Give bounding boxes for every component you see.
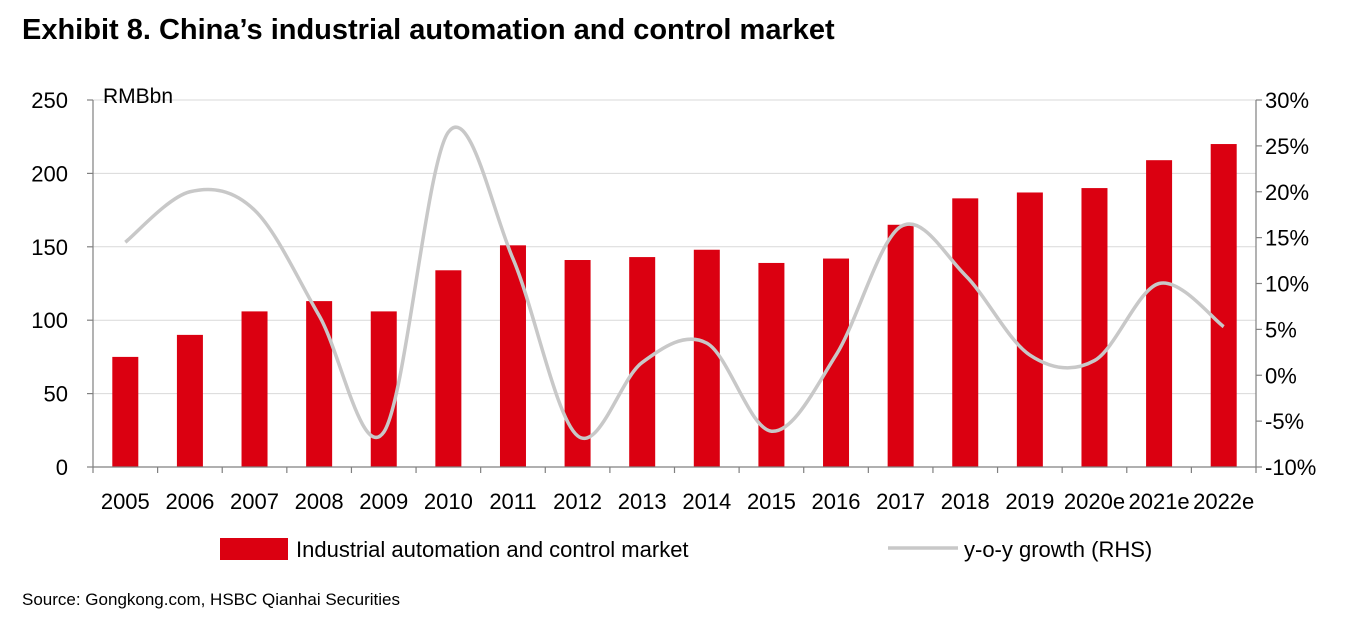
bar-2012: [564, 260, 591, 467]
y-axis-unit-label: RMBbn: [103, 85, 173, 108]
x-tick-label: 2005: [101, 489, 150, 514]
bar-2021e: [1146, 160, 1173, 468]
bar-series: [112, 144, 1237, 468]
bar-2014: [693, 249, 720, 467]
right-tick-label: 25%: [1265, 134, 1309, 159]
bar-2016: [823, 258, 850, 467]
bar-2015: [758, 262, 785, 467]
growth-line-series: [124, 125, 1225, 441]
right-tick-label: 10%: [1265, 272, 1309, 297]
x-tick-label: 2018: [941, 489, 990, 514]
x-tick-label: 2019: [1005, 489, 1054, 514]
left-tick-label: 50: [44, 382, 68, 407]
bar-2020e: [1081, 188, 1108, 467]
bar-2019: [1016, 192, 1043, 467]
source-note: Source: Gongkong.com, HSBC Qianhai Secur…: [22, 590, 400, 609]
bar-2010: [435, 270, 462, 467]
left-tick-label: 0: [56, 455, 68, 480]
x-tick-label: 2017: [876, 489, 925, 514]
x-tick-label: 2013: [618, 489, 667, 514]
x-tick-label: 2022e: [1193, 489, 1254, 514]
legend-bar-swatch: [220, 538, 288, 560]
x-tick-label: 2012: [553, 489, 602, 514]
x-tick-label: 2007: [230, 489, 279, 514]
gridlines: [93, 99, 1256, 395]
x-tick-label: 2006: [165, 489, 214, 514]
x-tick-label: 2016: [812, 489, 861, 514]
x-tick-label: 2020e: [1064, 489, 1125, 514]
bar-2006: [176, 334, 203, 467]
bar-2009: [370, 311, 397, 467]
left-tick-label: 250: [31, 88, 68, 113]
legend-line-label: y-o-y growth (RHS): [964, 537, 1152, 562]
bar-2008: [306, 301, 333, 467]
x-tick-label: 2008: [295, 489, 344, 514]
bar-2005: [112, 356, 139, 467]
bar-2007: [241, 311, 268, 467]
left-tick-label: 100: [31, 308, 68, 333]
right-tick-label: 0%: [1265, 363, 1297, 388]
chart-title: Exhibit 8. China’s industrial automation…: [22, 14, 835, 46]
x-tick-label: 2011: [489, 489, 536, 514]
bar-2017: [887, 224, 914, 467]
left-tick-label: 200: [31, 161, 68, 186]
legend: Industrial automation and control market…: [220, 537, 1152, 562]
left-tick-label: 150: [31, 235, 68, 260]
bar-2022e: [1210, 144, 1237, 468]
x-tick-label: 2021e: [1128, 489, 1189, 514]
x-axis-ticks: 2005 2006 2007 2008 2009 2010 2011 2012 2013 2014…: [92, 467, 1257, 514]
right-axis-ticks: -10% -5% 0% 5% 10% 15% 20% 25% 30%: [1256, 88, 1316, 480]
x-tick-label: 2010: [424, 489, 473, 514]
right-tick-label: -10%: [1265, 455, 1316, 480]
bar-2018: [952, 198, 979, 467]
legend-bar-label: Industrial automation and control market: [296, 537, 689, 562]
right-tick-label: -5%: [1265, 409, 1304, 434]
right-tick-label: 30%: [1265, 88, 1309, 113]
left-axis-ticks: 0 50 100 150 200 250: [31, 88, 93, 480]
x-tick-label: 2009: [359, 489, 408, 514]
right-tick-label: 5%: [1265, 317, 1297, 342]
x-tick-label: 2015: [747, 489, 796, 514]
x-tick-label: 2014: [682, 489, 731, 514]
right-tick-label: 20%: [1265, 180, 1309, 205]
growth-line: [124, 125, 1225, 441]
right-tick-label: 15%: [1265, 226, 1309, 251]
